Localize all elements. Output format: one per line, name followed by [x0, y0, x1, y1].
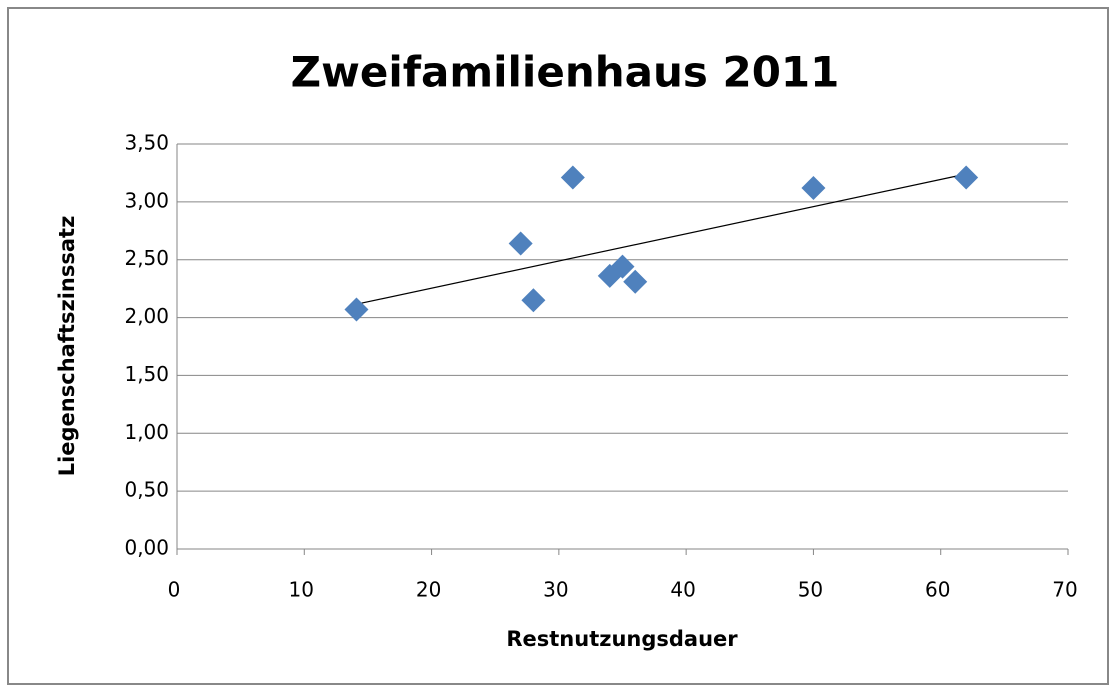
point	[521, 288, 546, 313]
x-tick-label: 30	[543, 578, 568, 602]
x-axis-title: Restnutzungsdauer	[506, 627, 738, 651]
point	[508, 231, 533, 256]
x-tick-label: 40	[670, 578, 695, 602]
trendline	[356, 173, 967, 305]
y-axis-title: Liegenschaftszinssatz	[55, 216, 79, 477]
y-tick-label: 0,00	[124, 536, 169, 560]
point	[610, 254, 635, 279]
y-tick-label: 2,50	[124, 246, 169, 270]
x-tick-label: 60	[925, 578, 950, 602]
point	[344, 297, 369, 322]
y-tick-label: 2,00	[124, 304, 169, 328]
y-tick-label: 0,50	[124, 478, 169, 502]
point	[954, 165, 979, 190]
x-tick-label: 10	[289, 578, 314, 602]
y-tick-label: 3,00	[124, 188, 169, 212]
x-tick-label: 20	[416, 578, 441, 602]
x-tick-label: 70	[1052, 578, 1077, 602]
y-tick-label: 3,50	[124, 131, 169, 155]
chart-frame	[7, 7, 1109, 685]
x-tick-label: 50	[798, 578, 823, 602]
point	[801, 175, 826, 200]
point	[560, 165, 585, 190]
x-tick-label: 0	[168, 578, 181, 602]
y-tick-label: 1,00	[124, 420, 169, 444]
point	[623, 269, 648, 294]
y-tick-label: 1,50	[124, 362, 169, 386]
chart-title: Zweifamilienhaus 2011	[291, 48, 840, 97]
